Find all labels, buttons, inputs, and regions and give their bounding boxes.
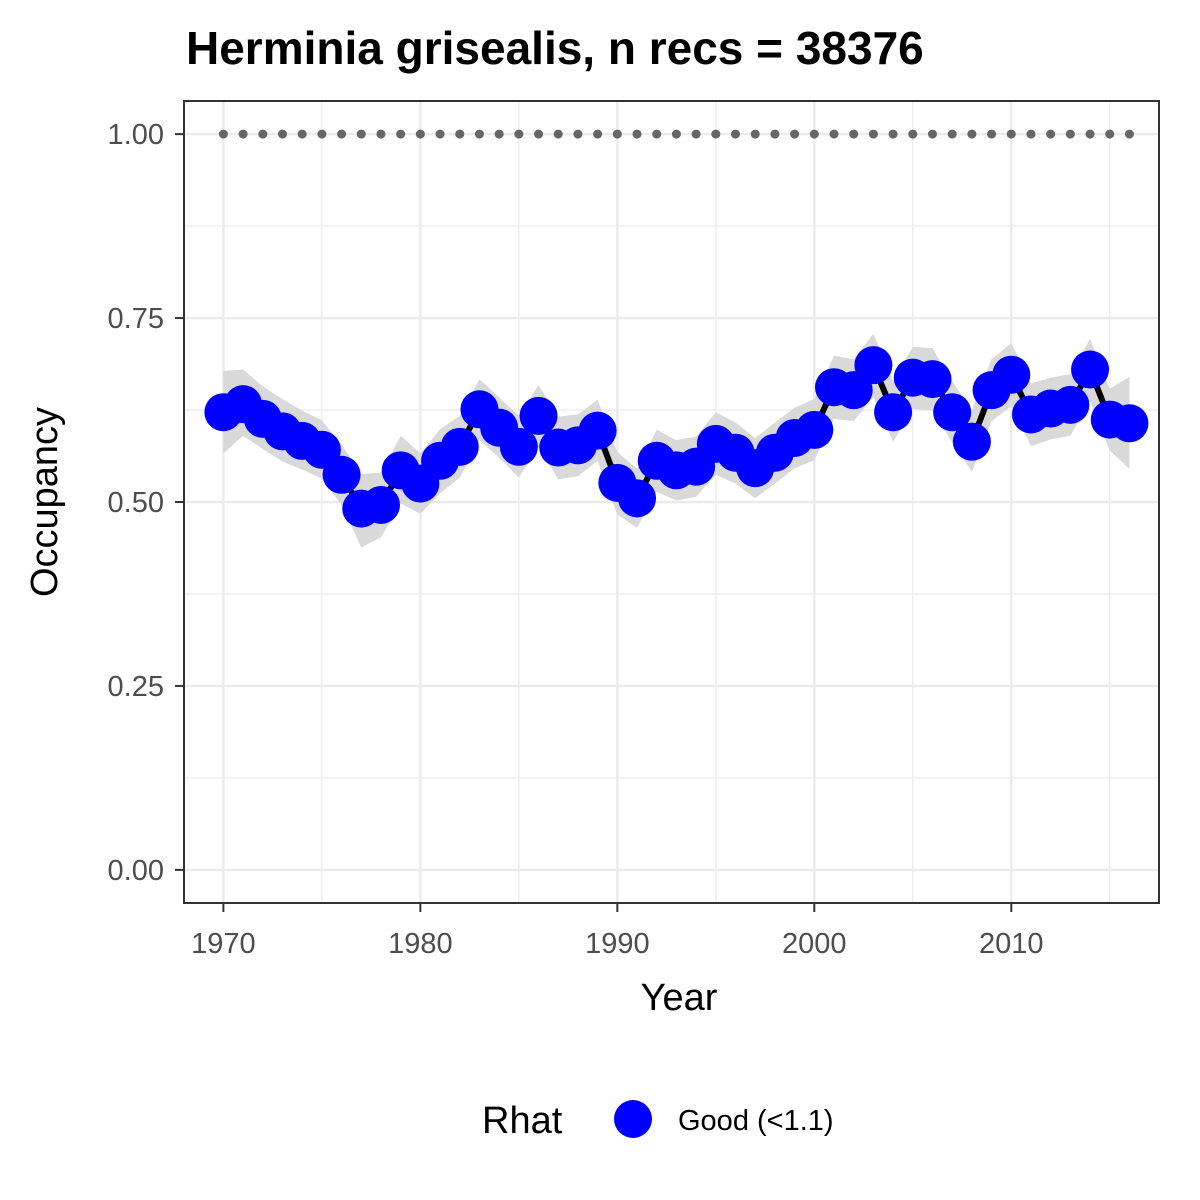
reference-point-2008 xyxy=(967,129,977,139)
reference-point-1998 xyxy=(770,129,780,139)
reference-point-2007 xyxy=(947,129,957,139)
reference-point-2009 xyxy=(987,129,997,139)
x-tick-label-0: 1970 xyxy=(191,928,256,960)
reference-point-2002 xyxy=(849,129,859,139)
reference-point-1980 xyxy=(415,129,425,139)
y-tick-label-2: 0.50 xyxy=(108,487,164,519)
reference-point-2004 xyxy=(888,129,898,139)
occupancy-point-1976 xyxy=(322,455,361,494)
reference-point-1975 xyxy=(317,129,327,139)
occupancy-points-layer xyxy=(204,346,1149,528)
occupancy-point-2013 xyxy=(1051,385,1090,424)
reference-point-1970 xyxy=(218,129,228,139)
occupancy-point-1978 xyxy=(361,485,400,524)
reference-point-1994 xyxy=(691,129,701,139)
reference-point-2010 xyxy=(1006,129,1016,139)
occupancy-point-1982 xyxy=(440,427,479,466)
reference-point-1979 xyxy=(396,129,406,139)
occupancy-point-2006 xyxy=(913,360,952,399)
reference-point-1986 xyxy=(534,129,544,139)
occupancy-point-2004 xyxy=(874,393,913,432)
legend-key-good xyxy=(614,1100,652,1138)
reference-point-2016 xyxy=(1124,129,1134,139)
reference-point-1983 xyxy=(474,129,484,139)
reference-point-1991 xyxy=(632,129,642,139)
legend: Rhat Good (<1.1) xyxy=(482,1100,834,1142)
occupancy-point-2014 xyxy=(1071,350,1110,389)
occupancy-point-2016 xyxy=(1110,404,1149,443)
y-tick-label-0: 0.00 xyxy=(108,855,164,887)
x-axis-ticks: 1970 1980 1990 2000 2010 xyxy=(191,903,1044,960)
y-axis-title: Occupancy xyxy=(24,407,66,597)
reference-point-1990 xyxy=(612,129,622,139)
reference-point-1974 xyxy=(297,129,307,139)
reference-point-2003 xyxy=(868,129,878,139)
reference-point-1988 xyxy=(573,129,583,139)
reference-points-layer xyxy=(218,129,1134,139)
reference-point-1981 xyxy=(435,129,445,139)
occupancy-point-2008 xyxy=(952,422,991,461)
x-tick-label-1: 1980 xyxy=(388,928,453,960)
x-tick-label-4: 2010 xyxy=(979,928,1044,960)
x-tick-label-2: 1990 xyxy=(585,928,650,960)
reference-point-1987 xyxy=(553,129,563,139)
reference-point-1972 xyxy=(258,129,268,139)
reference-point-2012 xyxy=(1046,129,1056,139)
occupancy-point-1989 xyxy=(578,411,617,450)
legend-title: Rhat xyxy=(482,1100,563,1142)
y-tick-label-4: 1.00 xyxy=(108,119,164,151)
reference-point-1993 xyxy=(671,129,681,139)
x-tick-label-3: 2000 xyxy=(782,928,847,960)
reference-point-2015 xyxy=(1105,129,1115,139)
reference-point-1999 xyxy=(790,129,800,139)
occupancy-point-1985 xyxy=(499,427,538,466)
reference-point-2000 xyxy=(809,129,819,139)
reference-point-1982 xyxy=(455,129,465,139)
occupancy-point-1986 xyxy=(519,396,558,435)
reference-point-2001 xyxy=(829,129,839,139)
chart-title: Herminia grisealis, n recs = 38376 xyxy=(186,22,924,74)
y-tick-label-3: 0.75 xyxy=(108,303,164,335)
reference-point-2006 xyxy=(927,129,937,139)
reference-point-2011 xyxy=(1026,129,1036,139)
reference-point-1984 xyxy=(494,129,504,139)
reference-point-1989 xyxy=(593,129,603,139)
reference-point-2005 xyxy=(908,129,918,139)
occupancy-point-1991 xyxy=(618,479,657,518)
y-axis-ticks: 0.00 0.25 0.50 0.75 1.00 xyxy=(108,119,184,887)
occupancy-point-2007 xyxy=(933,393,972,432)
y-tick-label-1: 0.25 xyxy=(108,671,164,703)
reference-point-1971 xyxy=(238,129,248,139)
reference-point-2013 xyxy=(1065,129,1075,139)
reference-point-1985 xyxy=(514,129,524,139)
reference-point-1995 xyxy=(711,129,721,139)
x-axis-title: Year xyxy=(641,977,718,1019)
reference-point-1997 xyxy=(750,129,760,139)
reference-point-1977 xyxy=(356,129,366,139)
reference-point-1992 xyxy=(652,129,662,139)
reference-point-1996 xyxy=(731,129,741,139)
occupancy-point-2010 xyxy=(992,355,1031,394)
reference-point-1978 xyxy=(376,129,386,139)
reference-point-1976 xyxy=(337,129,347,139)
legend-label-good: Good (<1.1) xyxy=(678,1105,834,1137)
reference-point-1973 xyxy=(277,129,287,139)
occupancy-point-2000 xyxy=(795,410,834,449)
occupancy-point-2003 xyxy=(854,346,893,385)
reference-point-2014 xyxy=(1085,129,1095,139)
